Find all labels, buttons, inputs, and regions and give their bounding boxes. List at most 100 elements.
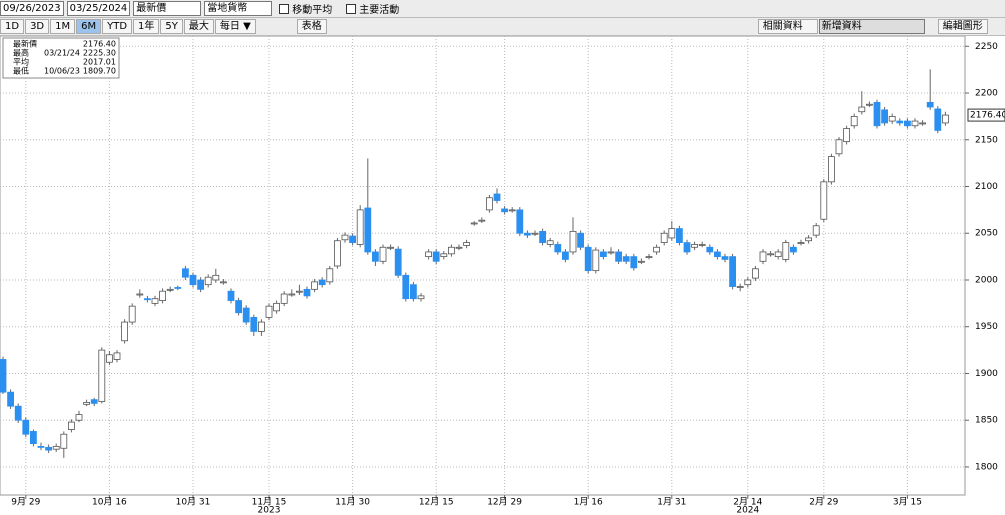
legend-date: 10/06/23	[44, 67, 80, 76]
table-button[interactable]: 表格	[296, 19, 327, 34]
candle-body	[501, 208, 509, 213]
range-button[interactable]: YTD	[102, 19, 133, 34]
y-tick-label: 1850	[975, 416, 998, 426]
candle-body	[714, 251, 721, 258]
candle-body	[143, 298, 151, 301]
year-label: 2023	[258, 506, 281, 515]
candle-body	[615, 251, 622, 262]
toolbar-top: 09/26/2023 03/25/2024 最新價 當地貨幣 移動平均 主要活動	[0, 0, 1005, 18]
legend-name: 最高	[13, 48, 29, 58]
candle-body	[242, 307, 250, 323]
candle-body	[402, 274, 410, 300]
edit-chart[interactable]: 編輯圖形	[937, 19, 988, 34]
end-date[interactable]: 03/25/2024	[66, 1, 131, 16]
range-button[interactable]: 3D	[25, 19, 50, 34]
candle-body	[478, 219, 486, 222]
checkbox[interactable]	[279, 3, 290, 14]
candle-body	[45, 446, 52, 451]
x-tick-label: 2月 29	[809, 497, 838, 508]
candle-body	[7, 391, 14, 407]
candle-body	[121, 321, 128, 342]
candle-body	[60, 433, 68, 449]
candle-body	[219, 281, 227, 284]
legend-name: 最新價	[13, 39, 37, 49]
candle-body	[592, 249, 600, 272]
year-label: 2024	[736, 506, 759, 515]
candle-body	[463, 242, 471, 246]
candle-body	[721, 256, 729, 260]
candle-body	[607, 251, 615, 254]
x-tick-label: 9月 29	[11, 497, 40, 508]
candle-body	[493, 193, 501, 201]
candle-body	[136, 293, 144, 296]
x-tick-label: 1月 16	[574, 497, 603, 508]
candle-body	[151, 298, 159, 304]
plot-frame	[0, 36, 966, 496]
range-buttons: 1D 3D 1M 6M YTD 1年 5Y 最大	[0, 19, 215, 34]
candle-body	[888, 115, 896, 122]
moving-average[interactable]: 移動平均	[292, 5, 333, 16]
candle-body	[942, 114, 949, 124]
candle-body	[68, 421, 75, 430]
price-field[interactable]: 最新價	[133, 1, 202, 16]
candle-body	[356, 209, 364, 245]
frequency[interactable]: 每日 ▼	[214, 19, 256, 34]
x-tick-label: 12月 29	[487, 497, 522, 508]
y-tick-label: 1800	[975, 462, 998, 472]
add-data[interactable]: 新增資料	[818, 19, 925, 34]
related-data[interactable]: 相關資料	[757, 19, 818, 34]
x-tick-label: 10月 16	[92, 497, 127, 508]
candle-body	[227, 290, 235, 301]
candle-body	[850, 115, 858, 127]
candle-body	[934, 108, 942, 131]
candle-body	[691, 244, 698, 248]
candle-body	[98, 349, 106, 402]
range-button[interactable]: 1年	[133, 19, 160, 34]
candle-body	[257, 321, 265, 332]
range-button[interactable]: 1D	[0, 19, 25, 34]
candle-body	[37, 445, 45, 448]
candle-body	[683, 242, 691, 253]
range-button[interactable]: 5Y	[160, 19, 183, 34]
candle-body	[174, 287, 182, 289]
candle-body	[729, 256, 736, 287]
x-tick-label: 10月 31	[176, 497, 211, 508]
candle-body	[554, 244, 562, 253]
key-events[interactable]: 主要活動	[359, 5, 400, 16]
range-button[interactable]: 1M	[50, 19, 76, 34]
candle-body	[83, 402, 90, 405]
candle-body	[409, 284, 417, 300]
y-tick-label: 2200	[975, 89, 998, 99]
candle-body	[774, 251, 782, 258]
x-tick-label: 1月 31	[657, 497, 686, 508]
range-button[interactable]: 6M	[76, 19, 102, 34]
candle-body	[896, 120, 904, 124]
candle-body	[653, 246, 660, 253]
currency[interactable]: 當地貨幣	[204, 1, 273, 16]
candle-body	[531, 232, 539, 235]
candle-body	[189, 274, 197, 286]
candle-body	[159, 290, 167, 301]
candle-body	[638, 260, 645, 263]
range-button[interactable]: 最大	[183, 19, 214, 34]
candle-body	[432, 251, 440, 262]
candle-body	[584, 246, 592, 272]
y-tick-label: 1900	[975, 369, 998, 379]
y-tick-label: 1950	[975, 322, 998, 332]
legend-name: 最低	[13, 66, 29, 76]
candle-body	[516, 209, 524, 234]
legend: 最新價 2176.40 最高 03/21/24 2225.30 平均 2017.01 最低 10…	[2, 37, 120, 79]
candle-body	[805, 237, 812, 242]
candle-body	[295, 290, 303, 293]
candle-body	[676, 228, 683, 243]
candle-body	[235, 300, 243, 314]
y-tick-label: 2050	[975, 229, 998, 239]
candle-body	[394, 248, 402, 276]
checkbox[interactable]	[346, 3, 357, 14]
candle-body	[280, 293, 288, 304]
candle-body	[524, 232, 531, 236]
candle-body	[539, 230, 546, 243]
chart: 1800 1850 1900 1950 2000 2050 2100 2150 2200 2250…	[0, 36, 1005, 515]
start-date[interactable]: 09/26/2023	[0, 1, 64, 16]
candle-body	[75, 414, 83, 421]
